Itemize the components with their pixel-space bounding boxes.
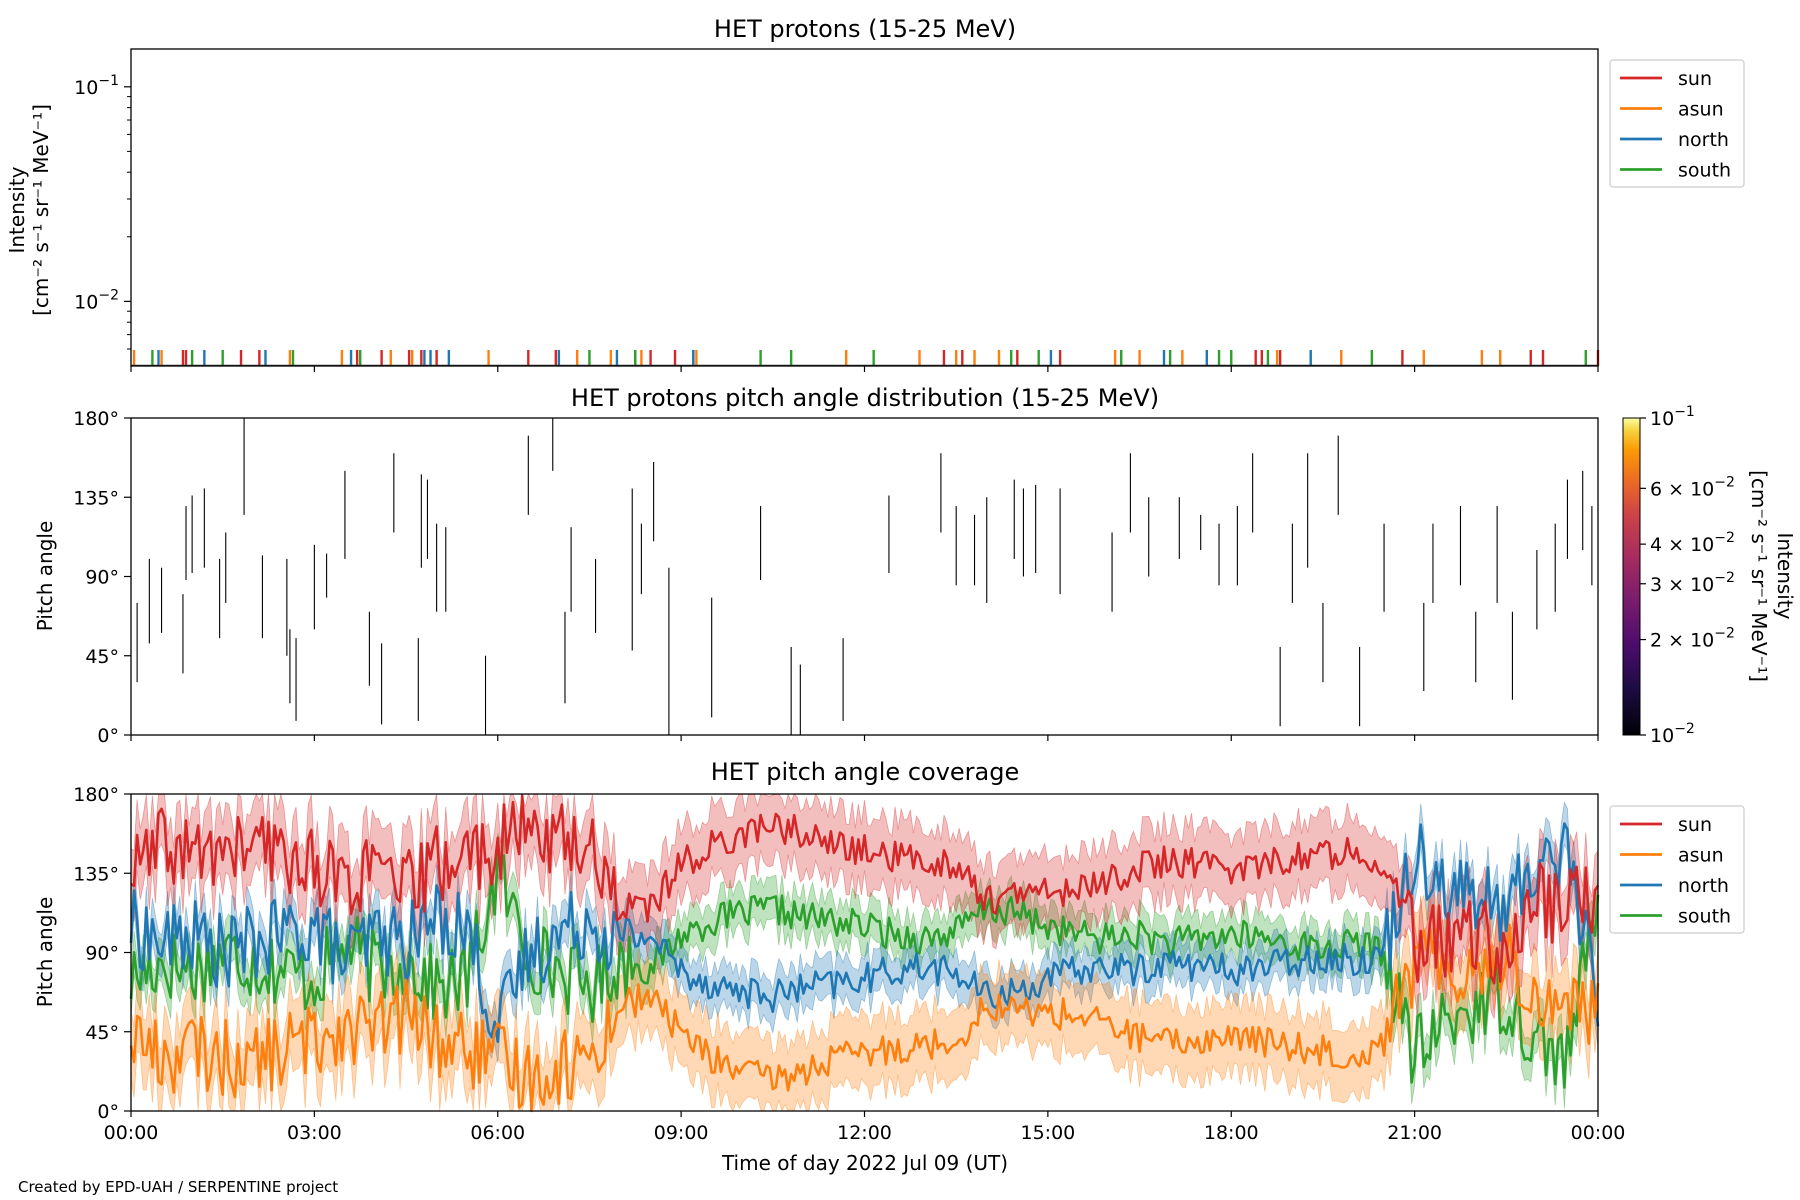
x-tick-label: 06:00 [470,1122,525,1144]
footer-credit: Created by EPD-UAH / SERPENTINE project [18,1178,339,1196]
panel3-yticks: 0° 45° 90° 135° 180° [73,784,131,1123]
colorbar-label-line2: [cm⁻² s⁻¹ sr⁻¹ MeV⁻¹] [1747,470,1771,682]
x-tick-label: 00:00 [104,1122,159,1144]
y-tick-label: 10−1 [74,73,119,99]
y-tick-label: 10−2 [74,287,119,313]
legend-label-sun: sun [1678,68,1712,90]
legend-label-north: north [1678,129,1729,151]
panel1-legend: sun asun north south [1609,59,1745,188]
y-tick-label: 135° [73,863,119,885]
coverage-line-asun [129,923,1600,1113]
panel1-yticks: 10−2 10−1 [74,73,131,350]
y-tick-label: 180° [73,784,119,806]
coverage-line-sun [130,794,1600,985]
legend-label-north: north [1678,875,1729,897]
panel1-ylabel-line2: [cm⁻² s⁻¹ sr⁻¹ MeV⁻¹] [29,104,53,316]
panel2-ylabel: Pitch angle [33,521,57,632]
colorbar [1622,417,1641,736]
legend-label-south: south [1678,160,1731,182]
x-tick-label: 12:00 [837,1122,892,1144]
panel1-ylabel-line1: Intensity [5,166,29,253]
legend-box [1609,805,1745,934]
x-axis-label: Time of day 2022 Jul 09 (UT) [721,1151,1008,1175]
panel3-xticks: 00:00 03:00 06:00 09:00 12:00 15:00 18:00 21:00… [104,1111,1626,1144]
colorbar-tick-label: 6 × 10−2 [1650,474,1735,500]
legend-label-south: south [1678,906,1731,928]
x-tick-label: 00:00 [1571,1122,1626,1144]
x-tick-label: 09:00 [654,1122,709,1144]
panel3-title: HET pitch angle coverage [711,758,1019,786]
panel1-frame [130,48,1599,367]
panel3-frame [130,793,1599,1112]
panel1-title: HET protons (15-25 MeV) [714,15,1016,43]
colorbar-tick-label: 10−2 [1650,721,1695,747]
panel2-title: HET protons pitch angle distribution (15… [571,384,1159,412]
panel2-segments [136,418,1593,735]
legend-box [1609,59,1745,188]
pitch-angle-coverage-panel: HET pitch angle coverage Pitch angle 0° 4… [33,758,1745,1175]
y-tick-label: 45° [85,646,119,668]
coverage-line-north [129,822,1600,1043]
y-tick-label: 0° [97,725,119,747]
panel2-yticks: 0° 45° 90° 135° 180° [73,408,131,747]
y-tick-label: 45° [85,1022,119,1044]
x-tick-label: 21:00 [1387,1122,1442,1144]
legend-label-asun: asun [1678,845,1724,867]
x-tick-label: 15:00 [1020,1122,1075,1144]
colorbar-tick-label: 4 × 10−2 [1650,530,1735,556]
panel1-ylabel: Intensity [cm⁻² s⁻¹ sr⁻¹ MeV⁻¹] [5,104,53,316]
x-tick-label: 03:00 [287,1122,342,1144]
colorbar-label: Intensity [cm⁻² s⁻¹ sr⁻¹ MeV⁻¹] [1747,470,1797,682]
y-tick-label: 0° [97,1101,119,1123]
panel2-xticks [130,735,1599,741]
legend-label-sun: sun [1678,814,1712,836]
panel1-xticks [130,366,1599,372]
colorbar-tick-label: 10−1 [1650,404,1695,430]
legend-label-asun: asun [1678,99,1724,121]
panel3-ylabel: Pitch angle [33,897,57,1008]
y-tick-label: 90° [85,567,119,589]
panel3-lines [129,794,1600,1113]
x-tick-label: 18:00 [1204,1122,1259,1144]
colorbar-tick-label: 3 × 10−2 [1650,570,1735,596]
panel3-legend: sun asun north south [1609,805,1745,934]
y-tick-label: 180° [73,408,119,430]
intensity-panel: HET protons (15-25 MeV) Intensity [cm⁻² … [5,15,1745,372]
pitch-angle-distribution-panel: HET protons pitch angle distribution (15… [33,384,1797,747]
coverage-line-south [129,852,1600,1089]
y-tick-label: 135° [73,487,119,509]
colorbar-label-line1: Intensity [1773,532,1797,619]
colorbar-ticks: 10−2 2 × 10−2 3 × 10−2 4 × 10−2 6 × 10−2 10−1 [1640,404,1735,747]
y-tick-label: 90° [85,943,119,965]
panel1-spikes [131,350,1600,367]
colorbar-tick-label: 2 × 10−2 [1650,626,1735,652]
panel2-frame [130,417,1599,736]
